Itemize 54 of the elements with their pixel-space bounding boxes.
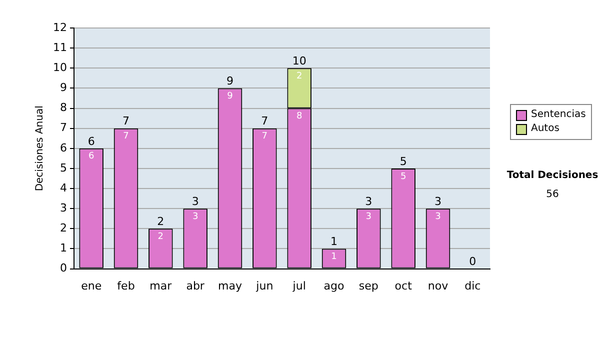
data-label: 7 (123, 132, 129, 142)
data-label: 9 (227, 92, 234, 102)
x-tick-label: may (218, 279, 242, 292)
y-tick-label: 7 (60, 121, 67, 134)
y-tick-label: 11 (52, 40, 67, 54)
total-label: 3 (434, 194, 442, 208)
data-label: 5 (400, 172, 406, 182)
x-tick-label: oct (394, 279, 413, 292)
legend-label: Autos (531, 122, 560, 136)
y-tick-label: 6 (60, 141, 67, 154)
total-label: 2 (157, 215, 164, 228)
y-tick-label: 9 (60, 81, 67, 94)
data-label: 6 (88, 152, 94, 162)
text: Total Decisiones (506, 170, 600, 181)
legend-label: Sentencias (531, 108, 586, 122)
x-tick-label: feb (117, 279, 135, 292)
text: 56 (545, 189, 560, 200)
y-tick-label: 3 (60, 201, 67, 214)
x-tick-label: mar (150, 279, 172, 292)
total-label: 7 (261, 114, 268, 128)
total-label: 3 (192, 194, 199, 208)
total-label: 5 (400, 154, 407, 168)
x-tick-label: ago (324, 279, 344, 292)
y-tick-label: 10 (52, 60, 67, 74)
total-label: 10 (292, 54, 306, 68)
total-label: 7 (122, 114, 130, 128)
x-tick-label: ene (81, 279, 102, 292)
total-label: 0 (469, 255, 476, 268)
data-label: 3 (366, 212, 372, 222)
y-tick-label: 2 (60, 222, 67, 235)
x-tick-label: sep (358, 279, 378, 292)
data-label: 2 (158, 232, 164, 242)
y-tick-label: 1 (60, 242, 67, 255)
x-tick-label: jul (292, 279, 306, 292)
data-label: 2 (296, 71, 302, 82)
x-tick-label: jun (255, 279, 274, 292)
y-axis-title: Decisiones Anual (34, 106, 46, 192)
x-tick-label: nov (428, 279, 449, 292)
total-label: 3 (365, 194, 372, 208)
total-label: 9 (226, 74, 234, 88)
total-label: 1 (330, 235, 338, 248)
y-tick-label: 4 (60, 181, 67, 194)
y-tick-label: 8 (60, 101, 67, 114)
data-label: 7 (262, 132, 268, 142)
total-label: 6 (88, 134, 95, 148)
y-tick-label: 12 (52, 20, 67, 34)
data-label: 8 (296, 112, 302, 122)
data-label: 3 (435, 212, 441, 222)
data-label: 3 (192, 212, 198, 222)
data-label: 1 (331, 252, 337, 262)
x-tick-label: dic (464, 279, 481, 292)
x-tick-label: abr (186, 279, 205, 292)
y-tick-label: 5 (60, 161, 67, 174)
y-tick-label: 0 (60, 262, 67, 275)
